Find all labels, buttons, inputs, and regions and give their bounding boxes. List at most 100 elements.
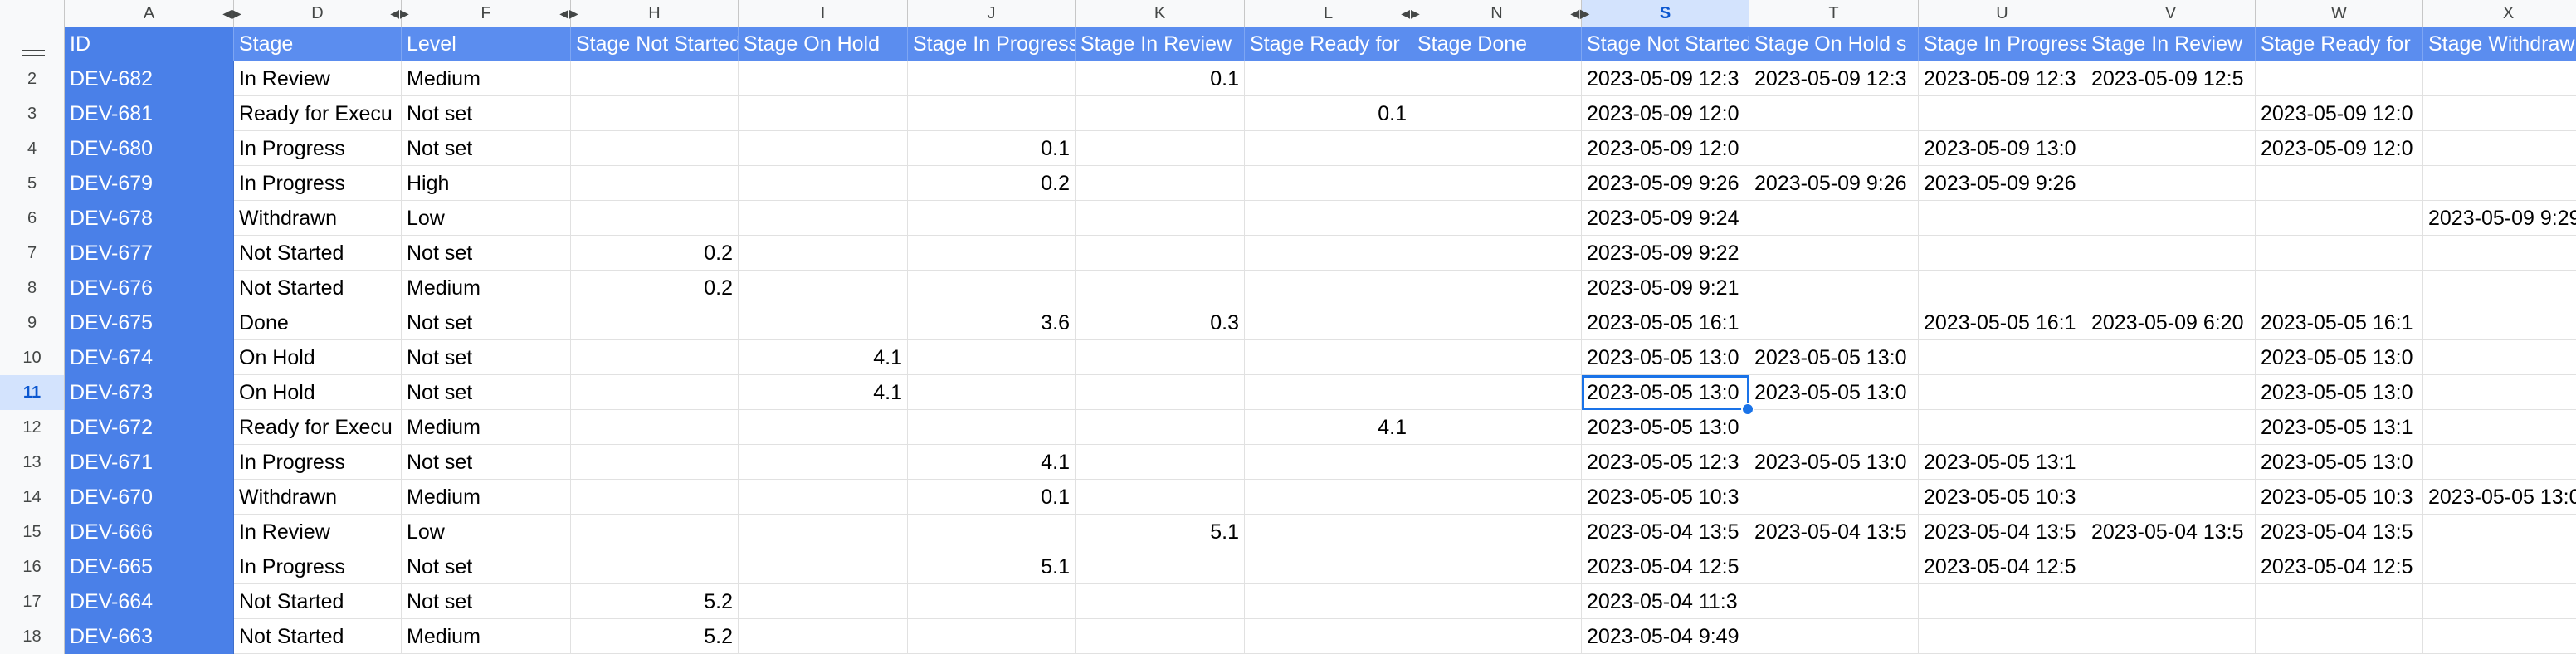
table-cell[interactable]: Not Started [234, 271, 402, 305]
row-number-12[interactable]: 12 [0, 410, 65, 445]
table-cell[interactable] [1412, 549, 1582, 584]
column-header-v[interactable]: V [2086, 0, 2256, 27]
table-cell[interactable]: Low [402, 201, 571, 236]
table-cell[interactable] [571, 166, 739, 201]
column-title-cell[interactable]: Stage Ready for [2256, 27, 2423, 61]
table-cell[interactable]: 5.1 [908, 549, 1076, 584]
table-cell[interactable] [2423, 131, 2576, 166]
table-cell[interactable] [1245, 201, 1412, 236]
table-cell[interactable]: 2023-05-09 9:26 [1919, 166, 2086, 201]
table-cell[interactable] [1919, 201, 2086, 236]
table-cell[interactable] [2086, 619, 2256, 654]
table-cell[interactable] [739, 236, 908, 271]
table-cell[interactable] [739, 549, 908, 584]
table-cell[interactable] [1245, 584, 1412, 619]
column-header-j[interactable]: J [908, 0, 1076, 27]
hidden-columns-arrow-icon[interactable]: ▶ [569, 7, 578, 20]
table-cell[interactable] [2086, 236, 2256, 271]
table-cell[interactable] [1412, 375, 1582, 410]
table-cell[interactable]: Not set [402, 340, 571, 375]
row-number-5[interactable]: 5 [0, 166, 65, 201]
table-cell[interactable]: 2023-05-09 12:0 [2256, 96, 2423, 131]
table-cell[interactable] [2086, 131, 2256, 166]
row-number-14[interactable]: 14 [0, 480, 65, 515]
table-cell[interactable] [571, 61, 739, 96]
hidden-columns-arrow-icon[interactable]: ▶ [1580, 7, 1589, 20]
table-cell[interactable] [1245, 515, 1412, 549]
table-cell[interactable] [2086, 410, 2256, 445]
table-cell[interactable] [2423, 584, 2576, 619]
table-cell[interactable]: 2023-05-05 13:1 [2256, 410, 2423, 445]
table-cell[interactable]: 5.2 [571, 619, 739, 654]
table-cell[interactable]: 2023-05-05 13:0 [1749, 340, 1919, 375]
column-title-cell[interactable]: Stage On Hold [739, 27, 908, 61]
table-cell[interactable]: Low [402, 515, 571, 549]
table-cell[interactable] [1749, 549, 1919, 584]
table-cell[interactable]: Not Started [234, 584, 402, 619]
table-cell[interactable]: 2023-05-09 12:3 [1749, 61, 1919, 96]
table-cell[interactable]: DEV-681 [65, 96, 234, 131]
table-cell[interactable] [1749, 410, 1919, 445]
table-cell[interactable] [2256, 201, 2423, 236]
table-cell[interactable] [2423, 340, 2576, 375]
table-cell[interactable]: DEV-677 [65, 236, 234, 271]
table-cell[interactable]: Medium [402, 61, 571, 96]
column-header-f[interactable]: F ▶ ◀ [400, 0, 571, 27]
table-cell[interactable] [1076, 480, 1245, 515]
table-cell[interactable]: On Hold [234, 340, 402, 375]
table-cell[interactable]: DEV-672 [65, 410, 234, 445]
row-number-8[interactable]: 8 [0, 271, 65, 305]
table-cell[interactable] [1076, 201, 1245, 236]
table-cell[interactable]: 2023-05-09 12:3 [1919, 61, 2086, 96]
table-cell[interactable]: 2023-05-09 6:20 [2086, 305, 2256, 340]
table-cell[interactable] [1245, 131, 1412, 166]
table-cell[interactable] [1749, 96, 1919, 131]
table-cell[interactable] [2423, 96, 2576, 131]
column-header-h[interactable]: H ▶ [569, 0, 739, 27]
column-header-t[interactable]: T [1749, 0, 1919, 27]
table-cell[interactable] [1749, 584, 1919, 619]
table-cell[interactable]: 2023-05-09 9:26 [1582, 166, 1749, 201]
row-number-16[interactable]: 16 [0, 549, 65, 584]
table-cell[interactable] [1076, 166, 1245, 201]
table-cell[interactable]: Not set [402, 131, 571, 166]
table-cell[interactable]: DEV-664 [65, 584, 234, 619]
table-cell[interactable]: In Progress [234, 549, 402, 584]
table-cell[interactable] [1076, 445, 1245, 480]
table-cell[interactable] [908, 619, 1076, 654]
table-cell[interactable]: Withdrawn [234, 201, 402, 236]
hidden-columns-arrow-icon[interactable]: ▶ [1411, 7, 1420, 20]
table-cell[interactable] [1412, 619, 1582, 654]
row-number-18[interactable]: 18 [0, 619, 65, 654]
table-cell[interactable] [739, 584, 908, 619]
column-title-cell[interactable]: ID [65, 27, 234, 61]
table-cell[interactable] [2086, 271, 2256, 305]
table-cell[interactable] [1919, 584, 2086, 619]
table-cell[interactable]: 2023-05-05 10:3 [1919, 480, 2086, 515]
table-cell[interactable]: Not set [402, 584, 571, 619]
row-number-11[interactable]: 11 [0, 375, 65, 410]
row-number-10[interactable]: 10 [0, 340, 65, 375]
table-cell[interactable]: Not Started [234, 236, 402, 271]
table-cell[interactable] [1245, 445, 1412, 480]
hidden-columns-arrow-icon[interactable]: ▶ [232, 7, 242, 20]
table-cell[interactable] [1245, 61, 1412, 96]
column-title-cell[interactable]: Stage In Progress [908, 27, 1076, 61]
table-cell[interactable]: DEV-674 [65, 340, 234, 375]
table-cell[interactable] [1076, 131, 1245, 166]
column-header-x[interactable]: X [2423, 0, 2576, 27]
table-cell[interactable]: 2023-05-05 10:3 [1582, 480, 1749, 515]
table-cell[interactable] [1412, 166, 1582, 201]
table-cell[interactable]: 0.2 [908, 166, 1076, 201]
table-cell[interactable]: 2023-05-04 13:5 [1582, 515, 1749, 549]
column-header-l[interactable]: L ◀ [1245, 0, 1412, 27]
table-cell[interactable]: Ready for Execu [234, 96, 402, 131]
table-cell[interactable] [2086, 96, 2256, 131]
column-title-cell[interactable]: Stage Withdrawn [2423, 27, 2576, 61]
table-cell[interactable] [1245, 480, 1412, 515]
hidden-columns-arrow-icon[interactable]: ◀ [559, 7, 568, 20]
table-cell[interactable]: In Review [234, 61, 402, 96]
column-title-cell[interactable]: Stage In Review [1076, 27, 1245, 61]
table-cell[interactable]: 0.2 [571, 236, 739, 271]
table-cell[interactable] [2086, 340, 2256, 375]
